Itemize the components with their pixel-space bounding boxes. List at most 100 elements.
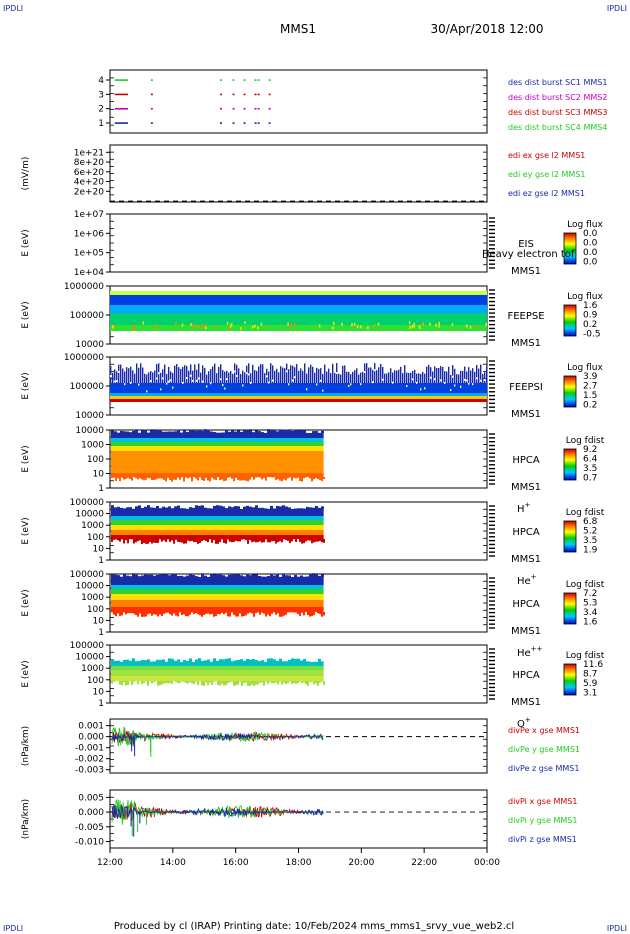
spec-fringe-bottom (205, 612, 207, 614)
spec-fringe-top (225, 508, 228, 509)
spec-gap (364, 371, 366, 374)
spec-fringe-top (174, 660, 177, 662)
spec-fringe-top (111, 430, 114, 433)
spec-fringe-bottom (123, 681, 125, 683)
spec-fringe-top (234, 431, 237, 433)
spec-speckle (474, 371, 476, 383)
spec-fringe-bottom (311, 612, 313, 617)
spec-fringe-bottom (257, 681, 259, 685)
spec-layer-3 (111, 525, 324, 530)
spec-fringe-top (174, 431, 177, 433)
spec-speckle (404, 365, 406, 383)
y-tick-label: -0.010 (75, 838, 104, 848)
burst-mark (232, 122, 235, 124)
spec-fringe-top (252, 507, 255, 509)
spec-speckle (154, 370, 156, 383)
x-tick-label: 16:00 (223, 858, 249, 868)
spec-fringe-bottom (299, 539, 301, 542)
spec-speckle (454, 368, 456, 383)
spec-fringe-bottom (313, 612, 315, 616)
spec-fringe-bottom (217, 539, 219, 544)
spec-fringe-bottom (299, 477, 301, 481)
spec-fringe-top (207, 429, 210, 433)
spec-fringe-bottom (243, 681, 245, 683)
y-tick-label: 1000 (81, 593, 104, 603)
spec-fringe-bottom (185, 539, 187, 544)
spec-hotspot (257, 326, 259, 330)
spec-speckle (204, 367, 206, 383)
y-tick-label: 100 (87, 455, 104, 465)
spec-fringe-bottom (147, 612, 149, 615)
spec-gap (182, 381, 184, 384)
spec-layer-0 (111, 433, 324, 438)
spec-gap (138, 383, 140, 386)
spec-speckle (216, 373, 218, 383)
spec-fringe-top (231, 507, 234, 509)
spec-fringe-bottom (283, 612, 285, 616)
spec-gap (424, 387, 426, 390)
spec-fringe-bottom (247, 539, 249, 544)
spec-gap (460, 385, 462, 388)
y-tick-label: 1 (98, 628, 104, 638)
spec-gap (288, 383, 290, 386)
legend-entry: des dist burst SC2 MMS2 (508, 93, 607, 102)
spec-speckle (174, 365, 176, 383)
colorbar-value: 0.0 (583, 248, 598, 258)
time-axis: 12:00 14:00 16:00 18:00 20:00 22:00 00:00 (97, 848, 500, 868)
spec-fringe-top (177, 575, 180, 577)
spec-speckle (374, 363, 376, 383)
spec-fringe-bottom (141, 681, 143, 685)
spec-fringe-bottom (261, 612, 263, 613)
spec-fringe-bottom (303, 681, 305, 683)
y-tick-label: 100000 (70, 382, 105, 392)
spec-fringe-bottom (237, 612, 239, 617)
spec-fringe-bottom (159, 681, 161, 686)
spec-hotspot (290, 323, 293, 327)
spec-speckle (244, 372, 246, 383)
spec-fringe-bottom (127, 681, 129, 685)
spec-speckle (382, 366, 384, 383)
spec-fringe-top (300, 575, 303, 577)
spec-speckle (112, 372, 114, 383)
spec-gap (472, 383, 474, 386)
spec-speckle (398, 369, 400, 383)
instrument-name: EIS (518, 239, 534, 250)
spec-speckle (286, 363, 288, 383)
spec-hotspot (251, 325, 254, 329)
spec-fringe-bottom (281, 681, 283, 685)
spec-fringe-bottom (221, 477, 223, 480)
y-tick-label: 1e+21 (74, 148, 104, 158)
spec-fringe-bottom (301, 539, 303, 544)
spec-fringe-bottom (205, 477, 207, 478)
spec-fringe-bottom (161, 477, 163, 479)
spec-speckle (242, 370, 244, 383)
spec-gap (198, 377, 200, 380)
spec-fringe-top (126, 659, 129, 662)
spec-fringe-bottom (247, 681, 249, 686)
spec-fringe-bottom (249, 681, 251, 686)
burst-mark (268, 79, 271, 81)
spec-fringe-bottom (323, 539, 325, 543)
spec-fringe-bottom (175, 681, 177, 682)
spec-fringe-bottom (279, 612, 281, 617)
spec-fringe-bottom (187, 681, 189, 684)
spec-layer-1 (111, 438, 324, 442)
spec-fringe-bottom (187, 539, 189, 541)
spec-fringe-bottom (307, 681, 309, 686)
spec-fringe-bottom (323, 612, 325, 616)
spec-fringe-bottom (183, 612, 185, 615)
spec-fringe-top (117, 575, 120, 577)
spec-fringe-bottom (287, 681, 289, 684)
spec-fringe-top (144, 573, 147, 577)
spec-speckle (212, 366, 214, 383)
spec-fringe-bottom (149, 612, 151, 614)
y-tick-label: 2e+20 (74, 187, 105, 197)
spec-fringe-bottom (281, 612, 283, 617)
spec-gap (236, 374, 238, 377)
spec-band-blue (110, 383, 487, 393)
y-tick-label: 1000000 (64, 282, 104, 292)
spec-hotspot (360, 325, 362, 329)
spec-fringe-bottom (317, 477, 319, 480)
spec-fringe-bottom (259, 477, 261, 478)
